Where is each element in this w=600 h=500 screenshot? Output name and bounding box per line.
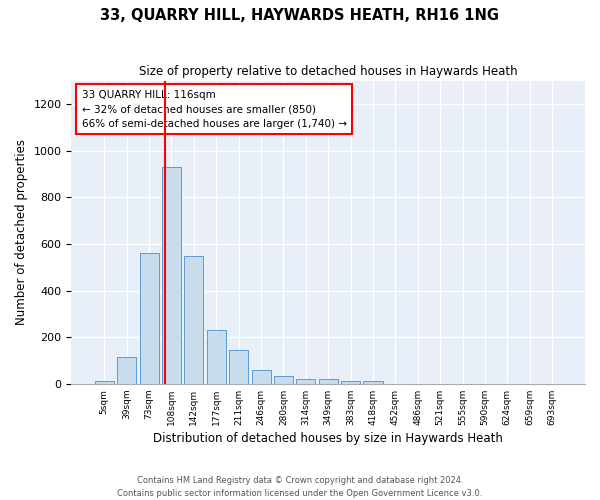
Bar [117, 357, 136, 384]
Bar [341, 382, 360, 384]
Bar [251, 370, 271, 384]
Bar [162, 167, 181, 384]
Bar [207, 330, 226, 384]
Text: 33 QUARRY HILL: 116sqm
← 32% of detached houses are smaller (850)
66% of semi-de: 33 QUARRY HILL: 116sqm ← 32% of detached… [82, 90, 347, 130]
Text: Contains HM Land Registry data © Crown copyright and database right 2024.
Contai: Contains HM Land Registry data © Crown c… [118, 476, 482, 498]
Bar [184, 256, 203, 384]
Bar [296, 379, 316, 384]
Bar [140, 253, 158, 384]
Bar [274, 376, 293, 384]
Bar [319, 379, 338, 384]
Text: 33, QUARRY HILL, HAYWARDS HEATH, RH16 1NG: 33, QUARRY HILL, HAYWARDS HEATH, RH16 1N… [101, 8, 499, 22]
Title: Size of property relative to detached houses in Haywards Heath: Size of property relative to detached ho… [139, 65, 518, 78]
X-axis label: Distribution of detached houses by size in Haywards Heath: Distribution of detached houses by size … [153, 432, 503, 445]
Bar [229, 350, 248, 384]
Bar [95, 382, 114, 384]
Y-axis label: Number of detached properties: Number of detached properties [15, 139, 28, 325]
Bar [364, 382, 383, 384]
